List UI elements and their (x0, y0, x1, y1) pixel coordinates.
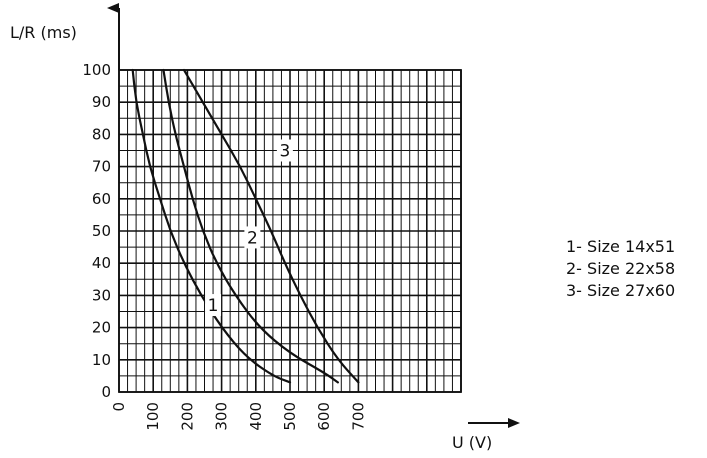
x-tick-label-400: 400 (247, 402, 265, 431)
legend-entry-1: 1- Size 14x51 (566, 237, 676, 256)
curve-labels: 1 2 3 (205, 139, 293, 317)
series-line-2 (162, 68, 339, 384)
curve-label-3: 3 (279, 142, 290, 162)
curve-label-bg-2 (244, 226, 261, 249)
y-tick-label-100: 100 (82, 61, 111, 79)
y-tick-label-20: 20 (92, 319, 111, 337)
legend: 1- Size 14x51 2- Size 22x58 3- Size 27x6… (566, 236, 675, 302)
y-tick-label-50: 50 (92, 222, 111, 240)
curve-label-2: 2 (247, 228, 258, 248)
x-tick-label-600: 600 (315, 402, 333, 431)
y-tick-label-10: 10 (92, 351, 111, 369)
curve-label-bg-1 (205, 294, 222, 317)
x-tick-label-300: 300 (213, 402, 231, 431)
curve-label-bg-3 (276, 139, 293, 162)
series (131, 68, 360, 384)
series-line-1 (131, 68, 292, 384)
x-tick-label-500: 500 (281, 402, 299, 431)
x-axis-label: U (V) (452, 433, 492, 452)
x-tick-label-100: 100 (144, 402, 162, 431)
y-tick-label-60: 60 (92, 190, 111, 208)
legend-entry-3: 3- Size 27x60 (566, 281, 676, 300)
y-axis-label: L/R (ms) (10, 23, 77, 42)
y-tick-label-40: 40 (92, 254, 111, 272)
y-tick-label-80: 80 (92, 125, 111, 143)
x-axis-arrow-head (508, 418, 520, 428)
series-line-3 (182, 68, 360, 384)
x-tick-label-0: 0 (110, 402, 128, 412)
y-tick-label-70: 70 (92, 158, 111, 176)
curve-label-1: 1 (208, 296, 219, 316)
tick-labels: 0 10 20 30 40 50 60 70 80 90 100 0 100 200 300 400 500 60… (82, 61, 367, 431)
y-tick-label-30: 30 (92, 286, 111, 304)
y-tick-label-90: 90 (92, 93, 111, 111)
x-tick-label-200: 200 (178, 402, 196, 431)
legend-entry-2: 2- Size 22x58 (566, 259, 676, 278)
y-tick-label-0: 0 (101, 383, 111, 401)
plot-frame (118, 69, 462, 393)
axes (107, 3, 520, 428)
x-tick-label-700: 700 (349, 402, 367, 431)
